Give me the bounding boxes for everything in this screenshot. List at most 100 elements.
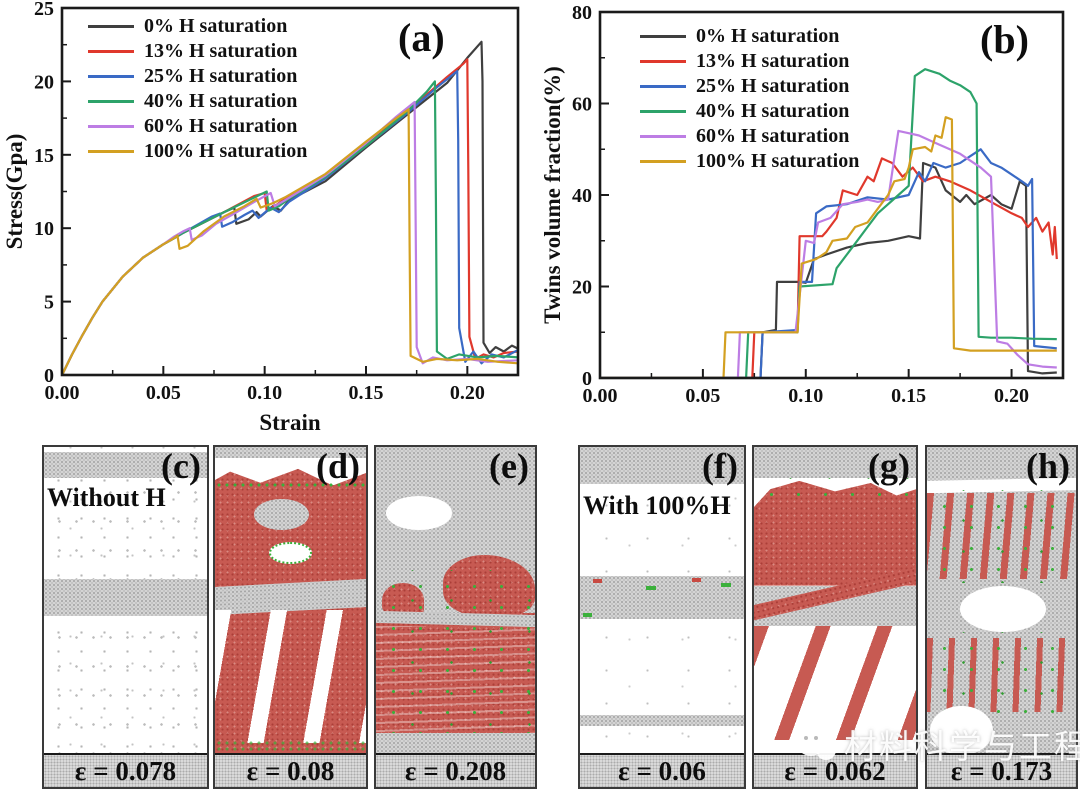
legend-entry: 60% H saturation [88, 114, 307, 139]
x-tick-label: 0.05 [685, 385, 720, 407]
series-line [600, 157, 1058, 378]
twin-fraction-chart: 0.00 0.05 0.10 0.15 0.20 0 20 40 60 80 Twins volum… [540, 0, 1080, 440]
legend-line-swatch [88, 150, 134, 153]
void-ellipse [959, 585, 1047, 632]
legend-entry: 40% H saturation [88, 89, 307, 114]
legend-entry: 25% H saturation [88, 64, 307, 89]
panel-label-e: (e) [489, 446, 529, 486]
series-line [600, 116, 1057, 378]
twin-boundary-atoms [215, 739, 366, 755]
grain-boundary-band [215, 447, 366, 458]
twin-lamellae [754, 625, 916, 740]
hcp-speck [691, 577, 701, 582]
y-tick-label: 0 [582, 368, 592, 390]
snapshot-panel-c: (c) Without H ε = 0.078 [42, 445, 209, 789]
twin-fraction-plot: 0.00 0.05 0.10 0.15 0.20 0 20 40 60 80 Twins volum… [540, 2, 1065, 407]
legend-entry: 25% H saturation [640, 74, 859, 99]
legend-label: 25% H saturation [696, 75, 850, 97]
matrix-blob [254, 499, 309, 531]
grain-boundary-band [580, 714, 744, 726]
strain-value-bar: ε = 0.06 [580, 753, 744, 787]
x-tick-label: 0.00 [45, 382, 80, 404]
grain-boundary-band [754, 447, 916, 478]
legend-label: 25% H saturation [144, 65, 298, 87]
series-line [600, 129, 1057, 378]
legend-label: 40% H saturation [696, 100, 850, 122]
void-blob [929, 705, 993, 755]
void-region [927, 477, 1076, 494]
atomistic-snapshot [580, 447, 744, 755]
legend-line-swatch [88, 100, 134, 103]
x-tick-label: 0.05 [146, 382, 181, 404]
y-tick-label: 0 [44, 365, 54, 387]
grain-boundary-band [580, 447, 744, 484]
strain-value-bar: ε = 0.078 [44, 753, 207, 787]
condition-annotation: Without H [47, 483, 166, 512]
atomistic-snapshot [376, 447, 535, 755]
twin-boundary-atoms [376, 570, 535, 755]
y-tick-label: 25 [34, 0, 54, 20]
y-tick-label: 40 [572, 185, 592, 207]
legend-line-swatch [88, 75, 134, 78]
legend-label: 40% H saturation [144, 90, 298, 112]
legend-line-swatch [640, 160, 686, 163]
hcp-speck [593, 579, 603, 584]
snapshot-panel-f: (f) With 100%H ε = 0.06 [578, 445, 746, 789]
legend-line-swatch [88, 50, 134, 53]
legend-line-swatch [640, 60, 686, 63]
legend-line-swatch [88, 125, 134, 128]
snapshot-panel-g: (g) ε = 0.062 [752, 445, 918, 789]
grain-boundary-band [580, 576, 744, 620]
atomistic-snapshot [215, 447, 366, 755]
legend-line-swatch [640, 35, 686, 38]
strain-value-bar: ε = 0.173 [927, 753, 1076, 787]
grain-boundary-band [215, 578, 366, 615]
x-tick-label: 0.20 [450, 382, 485, 404]
legend-entry: 13% H saturation [640, 49, 859, 74]
x-tick-label: 0.00 [583, 385, 618, 407]
legend-label: 0% H saturation [696, 25, 840, 47]
snapshot-panel-d: (d) ε = 0.08 [213, 445, 368, 789]
grain-boundary-band [44, 451, 207, 478]
y-tick-label: 5 [44, 292, 54, 314]
atomistic-snapshot [927, 447, 1076, 755]
y-tick-label: 60 [572, 94, 592, 116]
legend-label: 100% H saturation [696, 150, 860, 172]
y-tick-label: 10 [34, 218, 54, 240]
twin-speck [583, 613, 593, 618]
panel-label-a: (a) [398, 15, 445, 60]
legend-entry: 100% H saturation [88, 139, 307, 164]
x-tick-label: 0.10 [788, 385, 823, 407]
atomistic-snapshot [44, 447, 207, 755]
grain-boundary-band [376, 733, 535, 755]
strain-value-bar: ε = 0.062 [754, 753, 916, 787]
strain-value-bar: ε = 0.208 [376, 753, 535, 787]
series-line [62, 108, 518, 375]
twin-speck [645, 585, 656, 590]
twin-boundary-atoms [927, 490, 1076, 583]
twin-speck [721, 582, 732, 587]
legend-label: 0% H saturation [144, 15, 288, 37]
legend-entry: 40% H saturation [640, 99, 859, 124]
twin-lamellae [215, 610, 366, 743]
stress-strain-plot: 0.00 0.05 0.10 0.15 0.20 0 5 10 15 20 25 Stress(Gpa… [2, 0, 520, 435]
series-line [600, 68, 1057, 378]
x-tick-label: 0.15 [891, 385, 926, 407]
y-tick-label: 15 [34, 145, 54, 167]
legend-chart-b: 0% H saturation 13% H saturation 25% H s… [640, 24, 859, 174]
legend-entry: 100% H saturation [640, 149, 859, 174]
legend-chart-a: 0% H saturation 13% H saturation 25% H s… [88, 14, 307, 164]
grain-boundary-band [44, 579, 207, 617]
x-tick-label: 0.20 [994, 385, 1029, 407]
legend-entry: 13% H saturation [88, 39, 307, 64]
x-tick-label: 0.15 [349, 382, 384, 404]
strain-value-bar: ε = 0.08 [215, 753, 366, 787]
twin-boundary-atoms [215, 482, 366, 488]
series-line [600, 161, 1057, 378]
legend-label: 60% H saturation [144, 115, 298, 137]
condition-annotation: With 100%H [583, 491, 731, 520]
legend-line-swatch [640, 85, 686, 88]
legend-label: 13% H saturation [144, 40, 298, 62]
legend-label: 13% H saturation [696, 50, 850, 72]
